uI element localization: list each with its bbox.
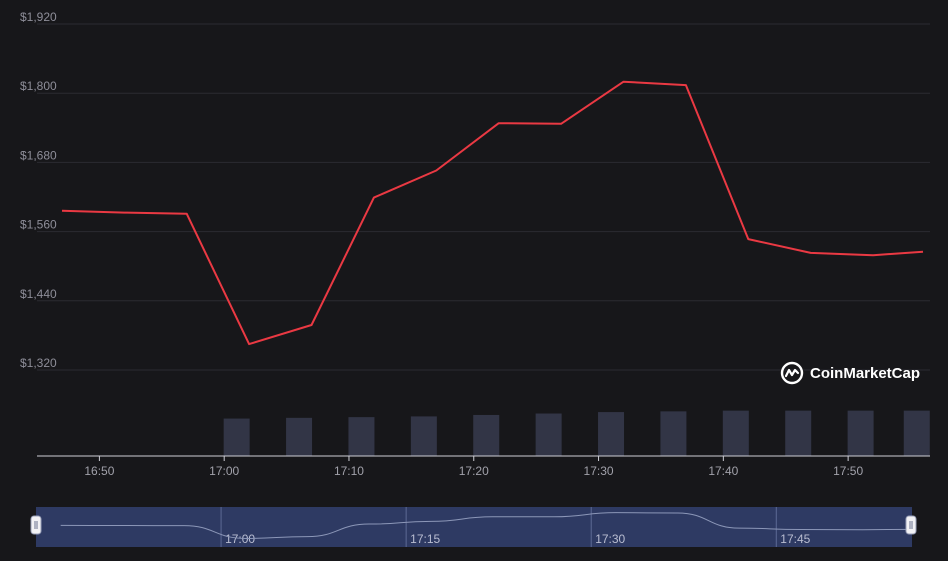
volume-bar [223,418,250,456]
navigator-left-handle[interactable] [30,515,42,535]
volume-bar [535,413,562,456]
y-tick-label: $1,800 [20,79,57,93]
x-tick-label: 17:50 [833,464,863,478]
navigator-ticks: 17:00 17:15 17:30 17:45 [220,507,811,547]
y-tick-label: $1,320 [20,356,57,370]
x-tick-label: 16:50 [84,464,114,478]
y-tick-label: $1,440 [20,287,57,301]
volume-bar [660,411,687,456]
navigator-tick-label: 17:00 [225,532,255,546]
x-tick-label: 17:40 [708,464,738,478]
navigator-right-handle[interactable] [905,515,917,535]
range-navigator[interactable]: 17:00 17:15 17:30 17:45 [30,507,917,547]
x-tick-label: 17:00 [209,464,239,478]
price-line [61,80,924,346]
x-tick-label: 17:20 [459,464,489,478]
volume-bars [223,410,930,456]
brand-name: CoinMarketCap [810,364,921,382]
coinmarketcap-logo-icon [780,361,804,385]
volume-bar [598,412,625,456]
navigator-tick-label: 17:45 [780,532,810,546]
y-tick-label: $1,920 [20,10,57,24]
volume-bar [785,410,812,456]
navigator-selected-range[interactable] [36,507,912,547]
volume-bar [348,417,375,456]
y-tick-label: $1,560 [20,218,57,232]
volume-bar [286,417,313,456]
x-tick-label: 17:10 [334,464,364,478]
brand-watermark: CoinMarketCap [780,360,920,386]
navigator-line [60,512,913,539]
navigator-tick-label: 17:15 [410,532,440,546]
x-tick-label: 17:30 [584,464,614,478]
navigator-tick-label: 17:30 [595,532,625,546]
y-tick-label: $1,680 [20,148,57,162]
x-axis: 16:50 17:00 17:10 17:20 17:30 17:40 17:50 [84,456,863,478]
y-axis: $1,320 $1,440 $1,560 $1,680 $1,800 $1,920 [20,10,57,370]
grid-lines [37,23,930,371]
volume-bar [847,410,874,456]
volume-bar [722,410,749,456]
volume-bar [903,410,930,456]
volume-bar [473,414,500,456]
volume-bar [410,416,437,456]
